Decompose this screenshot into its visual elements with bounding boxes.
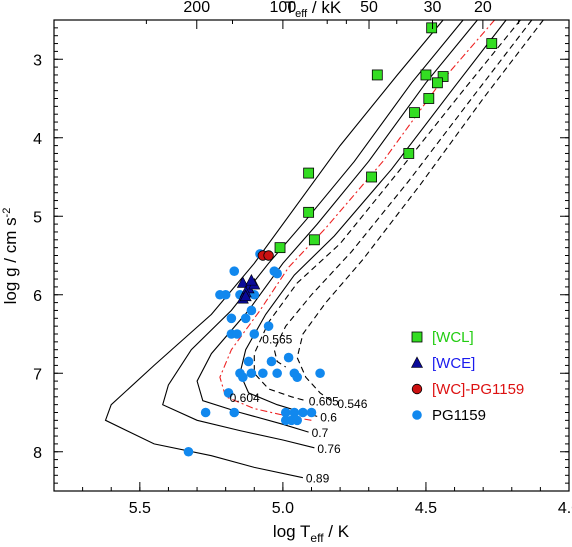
pg1159-point <box>315 368 325 379</box>
wce-point <box>239 289 252 302</box>
pg1159-point <box>292 415 302 426</box>
pg1159-point <box>272 368 282 379</box>
pg1159-point <box>226 313 237 324</box>
wcl-point <box>420 69 432 81</box>
track-0.565 <box>273 19 533 368</box>
y-tick-label: 3 <box>33 52 42 69</box>
pg1159-point <box>243 356 254 367</box>
legend: [WCL] [WCE] [WC]-PG1159 PG1159 <box>411 329 524 424</box>
y-tick-label: 6 <box>33 288 42 305</box>
track-label-0.6: 0.6 <box>320 410 337 424</box>
x-tick-label: 5.5 <box>129 500 151 517</box>
wcl-point <box>486 38 498 49</box>
x-tick-label: 4.0 <box>558 500 572 517</box>
pg1159-point <box>229 266 240 277</box>
x-tick-label: 5.0 <box>272 500 294 517</box>
data-points <box>183 22 498 457</box>
pg1159-point <box>292 372 302 382</box>
y-axis-title-sup: -2 <box>1 208 13 218</box>
wcl-point <box>423 93 435 104</box>
y-tick-label: 7 <box>33 366 42 383</box>
pg1159-point <box>306 407 317 418</box>
pg1159-point <box>229 407 240 418</box>
legend-label-wcpg: [WC]-PG1159 <box>432 381 524 398</box>
wcl-point <box>409 107 420 119</box>
wcl-point <box>431 77 443 89</box>
wcl-point <box>274 242 286 254</box>
x-axis-top-title: Teff / kK <box>285 0 342 20</box>
pg1159-point <box>232 329 242 339</box>
y-tick-label: 8 <box>33 445 42 462</box>
legend-label-wcl: [WCL] <box>432 329 474 346</box>
track-0.76 <box>162 19 464 449</box>
wcl-point <box>437 71 449 82</box>
track-0.546 <box>296 19 544 404</box>
pg1159-point <box>246 368 257 379</box>
legend-marker-wce <box>411 356 423 368</box>
y-tick-label: 5 <box>33 209 42 226</box>
legend-label-wce: [WCE] <box>432 355 475 372</box>
legend-marker-wcl <box>411 331 423 343</box>
wcl-point <box>308 234 320 246</box>
pg1159-point <box>240 313 251 324</box>
pg1159-point <box>280 407 291 418</box>
pg1159-point <box>238 372 248 382</box>
wce-point <box>236 276 249 288</box>
legend-marker-pg1159 <box>412 410 422 420</box>
legend-marker-wcpg <box>411 383 423 395</box>
track-label-0.89: 0.89 <box>306 472 330 486</box>
wcl-point <box>303 167 315 179</box>
legend-label-pg1159: PG1159 <box>432 407 486 424</box>
pg1159-point <box>272 268 282 279</box>
pg1159-point <box>249 329 260 339</box>
pg1159-point <box>183 446 194 457</box>
track-label-0.7: 0.7 <box>312 426 329 440</box>
x-axis-title: log Teff / K <box>273 522 350 545</box>
x-top-tick-label: 50 <box>360 0 378 16</box>
x-top-tick-label: 200 <box>183 0 210 16</box>
track-label-0.546: 0.546 <box>337 397 367 411</box>
pg1159-point <box>283 352 294 363</box>
pg1159-point <box>266 356 277 367</box>
track-0.605 <box>253 19 521 402</box>
wcl-point <box>366 171 377 183</box>
y-tick-label: 4 <box>33 131 42 148</box>
x-top-tick-label: 30 <box>424 0 442 16</box>
track-label-0.565: 0.565 <box>262 333 292 347</box>
wcl-point <box>303 206 315 218</box>
pg1159-point <box>223 388 234 398</box>
x-top-tick-label: 20 <box>474 0 492 16</box>
y-axis-title: log g / cm s-2 <box>1 208 20 305</box>
pg1159-point <box>215 289 225 300</box>
wcl-point <box>371 69 383 81</box>
wce-point <box>245 273 258 286</box>
pg1159-point <box>298 407 308 418</box>
wcl-point <box>403 148 415 159</box>
track-label-0.604: 0.604 <box>230 391 260 405</box>
track-0.89 <box>104 19 444 479</box>
track-label-0.605: 0.605 <box>309 395 339 409</box>
wcl-point <box>426 22 438 34</box>
track-label-0.76: 0.76 <box>317 442 341 456</box>
pg1159-point <box>246 305 257 316</box>
track-mass-labels: 0.89 0.76 0.7 0.604 0.60.605 0.565 0.546 <box>230 333 368 486</box>
x-tick-label: 4.5 <box>415 500 437 517</box>
x-axis-title-sub: eff <box>310 531 324 545</box>
pg1159-point <box>200 407 211 418</box>
wcpg-point <box>263 250 274 261</box>
pg1159-point <box>258 368 268 379</box>
x-top-tick-label: 100 <box>270 0 297 16</box>
pg1159-point <box>263 321 274 331</box>
plot-frame <box>53 19 570 492</box>
pg1159-point <box>289 407 300 418</box>
x-axis-top-title-sub: eff <box>295 8 308 20</box>
